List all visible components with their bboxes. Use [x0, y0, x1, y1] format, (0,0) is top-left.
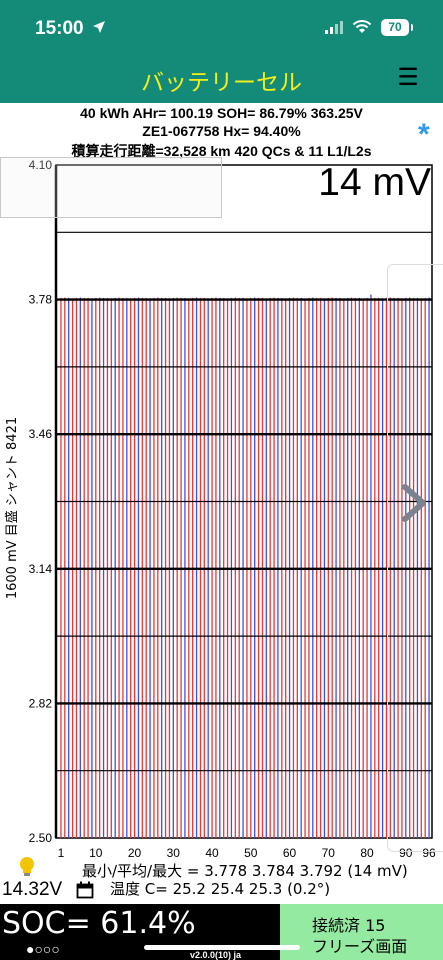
- connection-status: 接続済 15: [312, 916, 386, 935]
- x-tick-label: 40: [205, 846, 219, 860]
- soc-bar: SOC= 61.4% ●○○○ v2.0.0(10) ja: [0, 904, 280, 960]
- overlay-box: [0, 157, 222, 218]
- y-axis-title: 1600 mV 目盛 シャント 8421: [5, 416, 20, 600]
- battery-info-panel: 40 kWh AHr= 100.19 SOH= 86.79% 363.25V Z…: [0, 103, 443, 159]
- odometer-line: 積算走行距離=32,528 km 420 QCs & 11 L1/L2s: [71, 143, 372, 159]
- wifi-icon: [352, 20, 372, 33]
- menu-button[interactable]: ☰: [397, 64, 419, 91]
- y-tick-label: 3.46: [29, 427, 53, 441]
- x-tick-label: 70: [322, 846, 336, 860]
- x-tick-label: 30: [167, 846, 181, 860]
- lightbulb-icon[interactable]: [18, 856, 36, 878]
- x-tick-label: 50: [244, 846, 258, 860]
- y-tick-label: 3.78: [29, 293, 53, 307]
- battery-icon: 70: [381, 19, 413, 36]
- x-tick-label: 96: [422, 846, 436, 860]
- aux-battery-voltage: 14.32V: [2, 879, 63, 900]
- x-tick-label: 20: [128, 846, 142, 860]
- page-title: バッテリーセル: [141, 70, 302, 96]
- temperature-stats: 温度 C= 25.2 25.4 25.3 (0.2°): [110, 880, 331, 898]
- page-indicator[interactable]: ●○○○: [26, 941, 60, 957]
- freeze-screen-button[interactable]: 接続済 15 フリーズ画面: [280, 904, 443, 960]
- y-tick-label: 4.10: [29, 158, 53, 172]
- voltage-spread-label: 14 mV: [318, 161, 431, 204]
- x-tick-label: 1: [58, 846, 65, 860]
- vehicle-id-line: ZE1-067758 Hx= 94.40%: [142, 123, 301, 139]
- version-label: v2.0.0(10) ja: [190, 950, 242, 960]
- status-bar: 15:00 70: [0, 0, 443, 55]
- x-tick-label: 10: [89, 846, 103, 860]
- home-indicator: [144, 945, 300, 950]
- calendar-icon[interactable]: [76, 881, 94, 899]
- y-tick-label: 2.82: [29, 696, 53, 710]
- y-tick-label: 3.14: [29, 562, 53, 576]
- y-tick-label: 2.50: [29, 831, 53, 845]
- signal-icon: [325, 21, 343, 34]
- chevron-right-icon[interactable]: [399, 483, 429, 523]
- settings-asterisk-button[interactable]: *: [418, 118, 430, 151]
- side-panel-tab[interactable]: [387, 264, 443, 852]
- battery-summary-line: 40 kWh AHr= 100.19 SOH= 86.79% 363.25V: [80, 105, 363, 121]
- status-time: 15:00: [35, 18, 84, 39]
- app-header: バッテリーセル ☰: [0, 55, 443, 103]
- x-tick-label: 90: [399, 846, 413, 860]
- soc-value: SOC= 61.4%: [2, 906, 196, 941]
- x-tick-label: 80: [360, 846, 374, 860]
- x-tick-label: 60: [283, 846, 297, 860]
- min-avg-max-stats: 最小/平均/最大 = 3.778 3.784 3.792 (14 mV): [82, 862, 408, 880]
- freeze-screen-label: フリーズ画面: [312, 937, 408, 956]
- location-arrow-icon: [93, 21, 105, 33]
